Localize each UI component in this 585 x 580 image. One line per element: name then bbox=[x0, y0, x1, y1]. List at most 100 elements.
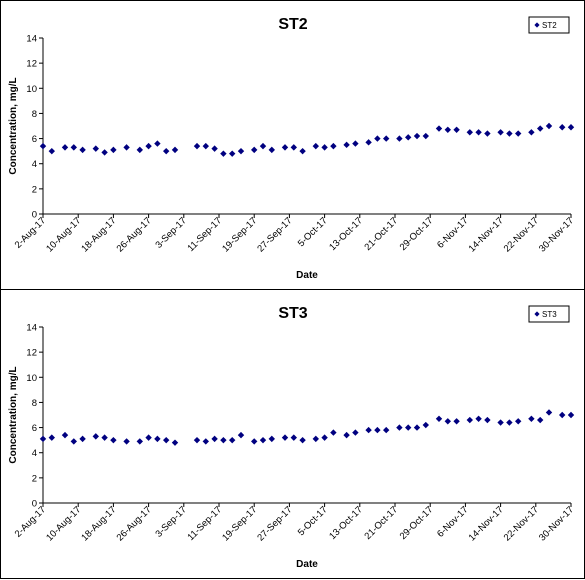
data-point bbox=[528, 129, 535, 136]
data-point bbox=[537, 416, 544, 424]
y-tick-label: 4 bbox=[32, 448, 37, 459]
data-point bbox=[321, 434, 328, 441]
data-point bbox=[405, 424, 412, 431]
x-tick-label: 21-Oct-17 bbox=[362, 504, 400, 542]
data-point bbox=[413, 424, 421, 431]
data-point bbox=[545, 122, 553, 130]
data-point bbox=[435, 125, 443, 132]
legend-marker bbox=[534, 22, 540, 28]
y-tick-label: 8 bbox=[32, 109, 37, 120]
y-tick-label: 2 bbox=[32, 473, 37, 484]
data-point bbox=[268, 435, 275, 443]
y-tick-label: 10 bbox=[26, 373, 37, 384]
data-point bbox=[413, 132, 421, 140]
data-point bbox=[92, 433, 99, 440]
data-point bbox=[171, 146, 179, 154]
data-point bbox=[422, 421, 429, 429]
data-point bbox=[497, 129, 504, 136]
data-point bbox=[484, 130, 491, 137]
x-axis-label: Date bbox=[296, 270, 318, 281]
data-point bbox=[251, 438, 258, 445]
x-tick-label: 10-Aug-17 bbox=[44, 215, 83, 254]
data-point bbox=[211, 435, 218, 443]
data-point bbox=[330, 429, 337, 436]
legend-box bbox=[528, 16, 570, 34]
data-point bbox=[405, 134, 412, 141]
data-point bbox=[321, 144, 328, 151]
x-tick-label: 13-Oct-17 bbox=[327, 215, 365, 253]
y-tick-label: 4 bbox=[32, 159, 37, 170]
data-point bbox=[475, 415, 482, 422]
x-tick-label: 30-Nov-17 bbox=[537, 504, 576, 543]
chart-panel-st3: ST3 0 2 4 6 8 10 12 14 2-Aug-17 10-Aug-17 18-Aug-17… bbox=[0, 289, 585, 579]
data-point bbox=[475, 129, 482, 136]
data-point bbox=[290, 144, 297, 151]
y-tick-label: 14 bbox=[26, 34, 37, 45]
x-tick-label: 11-Sep-17 bbox=[185, 215, 224, 254]
data-point bbox=[383, 135, 390, 142]
data-point bbox=[343, 141, 350, 149]
data-point bbox=[79, 146, 86, 154]
data-point bbox=[220, 436, 227, 444]
data-point bbox=[515, 418, 522, 425]
data-point bbox=[61, 144, 69, 151]
x-tick-label: 5-Oct-17 bbox=[296, 215, 330, 249]
data-point bbox=[110, 146, 117, 154]
legend-label: ST3 bbox=[542, 310, 557, 319]
data-point bbox=[374, 426, 381, 434]
chart-st2: ST2 0 2 4 6 8 10 12 14 2-Aug-1710-Aug-1718-Aug-17… bbox=[8, 16, 576, 281]
x-tick-label: 3-Sep-17 bbox=[153, 504, 188, 539]
data-point bbox=[101, 434, 108, 441]
data-point bbox=[343, 431, 350, 439]
x-tick-label: 19-Sep-17 bbox=[220, 215, 259, 254]
data-point bbox=[374, 135, 381, 142]
data-point bbox=[229, 150, 236, 157]
data-point bbox=[281, 434, 289, 441]
x-tick-label: 3-Sep-17 bbox=[153, 215, 188, 250]
data-point bbox=[545, 409, 553, 416]
data-point bbox=[251, 146, 258, 154]
data-point bbox=[79, 435, 86, 443]
data-point bbox=[171, 439, 179, 446]
x-tick-label: 13-Oct-17 bbox=[327, 504, 365, 542]
x-tick-label: 22-Nov-17 bbox=[502, 504, 541, 543]
data-point bbox=[229, 436, 236, 444]
data-point bbox=[444, 126, 451, 133]
data-point bbox=[466, 416, 473, 424]
data-point bbox=[537, 125, 544, 132]
x-axis-label: Date bbox=[296, 559, 318, 570]
data-point bbox=[453, 418, 460, 425]
x-tick-label: 22-Nov-17 bbox=[502, 215, 541, 254]
data-point bbox=[136, 438, 143, 445]
data-point bbox=[202, 438, 209, 445]
data-point bbox=[435, 415, 443, 422]
data-point bbox=[154, 140, 161, 147]
legend-box bbox=[528, 305, 570, 323]
data-point bbox=[237, 431, 245, 439]
x-tick-label: 29-Oct-17 bbox=[398, 504, 436, 542]
x-tick-label: 14-Nov-17 bbox=[467, 504, 506, 543]
data-point bbox=[312, 142, 319, 150]
data-point bbox=[299, 436, 306, 444]
y-tick-label: 6 bbox=[32, 423, 37, 434]
chart-title: ST3 bbox=[278, 305, 307, 322]
data-point bbox=[163, 147, 170, 155]
data-point bbox=[396, 424, 403, 431]
data-point bbox=[145, 434, 152, 441]
data-point bbox=[193, 142, 201, 150]
x-tick-label: 2-Aug-17 bbox=[13, 215, 48, 250]
y-axis-label: Concentration, mg/L bbox=[8, 77, 19, 174]
data-point bbox=[506, 130, 513, 137]
x-tick-label: 29-Oct-17 bbox=[398, 215, 436, 253]
data-point bbox=[559, 124, 566, 131]
y-axis-label: Concentration, mg/L bbox=[8, 366, 19, 463]
x-tick-label: 21-Oct-17 bbox=[362, 215, 400, 253]
chart-panel-st2: ST2 0 2 4 6 8 10 12 14 2-Aug-17 10-Aug-17 18-Aug-17… bbox=[0, 0, 585, 290]
legend-label: ST2 bbox=[542, 21, 557, 30]
chart-st3: ST3 0 2 4 6 8 10 12 14 2-Aug-1710-Aug-1718-Aug-17… bbox=[8, 305, 576, 570]
data-point bbox=[330, 142, 337, 150]
data-point bbox=[497, 419, 504, 426]
data-point bbox=[396, 135, 403, 142]
x-tick-label: 30-Nov-17 bbox=[537, 215, 576, 254]
data-point bbox=[136, 146, 143, 154]
